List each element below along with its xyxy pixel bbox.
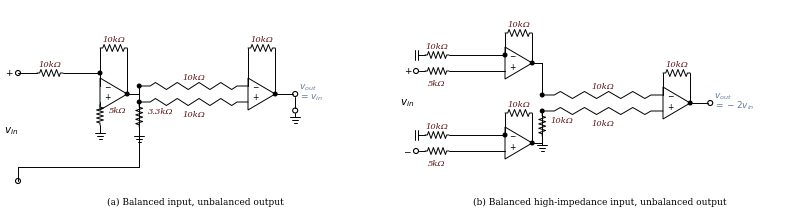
Text: $-$: $-$ bbox=[252, 81, 259, 90]
Circle shape bbox=[504, 133, 507, 137]
Text: 5kΩ: 5kΩ bbox=[429, 80, 446, 88]
Circle shape bbox=[689, 101, 692, 105]
Circle shape bbox=[137, 100, 141, 104]
Text: $-$: $-$ bbox=[509, 50, 516, 59]
Text: $-$: $-$ bbox=[509, 130, 516, 139]
Text: 5kΩ: 5kΩ bbox=[109, 107, 127, 115]
Text: 10kΩ: 10kΩ bbox=[666, 61, 688, 69]
Text: $+$: $+$ bbox=[509, 61, 516, 72]
Circle shape bbox=[413, 149, 418, 154]
Circle shape bbox=[293, 91, 298, 97]
Circle shape bbox=[125, 92, 129, 96]
Text: $+$: $+$ bbox=[667, 101, 674, 112]
Text: $= v_{in}$: $= v_{in}$ bbox=[299, 93, 323, 103]
Text: $= -2v_{in}$: $= -2v_{in}$ bbox=[714, 99, 755, 112]
Text: +: + bbox=[405, 67, 412, 76]
Text: 10kΩ: 10kΩ bbox=[182, 74, 205, 82]
Text: 10kΩ: 10kΩ bbox=[591, 120, 614, 128]
Circle shape bbox=[531, 141, 534, 145]
Text: $-$: $-$ bbox=[403, 147, 412, 156]
Text: 10kΩ: 10kΩ bbox=[508, 101, 530, 109]
Text: $v_{in}$: $v_{in}$ bbox=[4, 125, 18, 137]
Text: $-$: $-$ bbox=[667, 90, 674, 99]
Text: 10kΩ: 10kΩ bbox=[425, 43, 448, 51]
Circle shape bbox=[413, 69, 418, 74]
Circle shape bbox=[540, 93, 544, 97]
Text: 10kΩ: 10kΩ bbox=[250, 36, 273, 44]
Text: 5kΩ: 5kΩ bbox=[429, 160, 446, 168]
Text: 10kΩ: 10kΩ bbox=[38, 61, 61, 69]
Circle shape bbox=[540, 109, 544, 113]
Text: 10kΩ: 10kΩ bbox=[508, 21, 530, 29]
Text: $v_{out}$: $v_{out}$ bbox=[299, 82, 317, 93]
Text: +: + bbox=[6, 69, 13, 78]
Text: $v_{out}$: $v_{out}$ bbox=[714, 91, 732, 102]
Text: $+$: $+$ bbox=[104, 93, 112, 103]
Text: (a) Balanced input, unbalanced output: (a) Balanced input, unbalanced output bbox=[107, 198, 283, 207]
Text: (b) Balanced high-impedance input, unbalanced output: (b) Balanced high-impedance input, unbal… bbox=[473, 198, 727, 207]
Text: $-$: $-$ bbox=[104, 81, 112, 90]
Circle shape bbox=[504, 53, 507, 57]
Circle shape bbox=[98, 71, 102, 75]
Circle shape bbox=[274, 92, 277, 96]
Text: 10kΩ: 10kΩ bbox=[425, 123, 448, 131]
Text: $+$: $+$ bbox=[252, 93, 259, 103]
Text: 10kΩ: 10kΩ bbox=[550, 117, 573, 125]
Text: $v_{in}$: $v_{in}$ bbox=[400, 97, 414, 109]
Circle shape bbox=[531, 61, 534, 65]
Text: $+$: $+$ bbox=[509, 141, 516, 152]
Circle shape bbox=[293, 108, 298, 113]
Circle shape bbox=[137, 84, 141, 88]
Text: 10kΩ: 10kΩ bbox=[102, 36, 125, 44]
Text: 10kΩ: 10kΩ bbox=[591, 83, 614, 91]
Circle shape bbox=[15, 179, 21, 183]
Text: 3.3kΩ: 3.3kΩ bbox=[148, 108, 174, 116]
Text: 10kΩ: 10kΩ bbox=[182, 111, 205, 119]
Circle shape bbox=[708, 101, 713, 105]
Circle shape bbox=[15, 70, 21, 76]
